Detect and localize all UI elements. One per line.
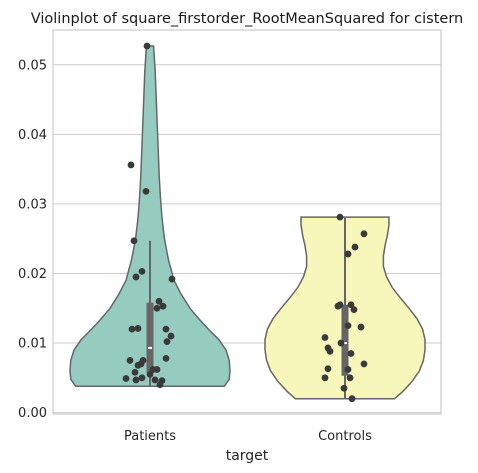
data-point	[345, 251, 352, 258]
y-tick-label: 0.05	[18, 58, 47, 73]
data-point	[139, 268, 146, 275]
data-point	[140, 357, 147, 364]
data-point	[358, 324, 365, 331]
x-tick-labels: Patients Controls	[124, 429, 372, 444]
x-axis-label: target	[226, 448, 269, 464]
data-point	[160, 303, 167, 310]
data-point	[143, 188, 150, 195]
data-point	[169, 276, 176, 283]
data-point	[352, 244, 359, 251]
data-point	[154, 366, 161, 373]
data-point	[128, 162, 135, 169]
data-point	[133, 274, 140, 281]
data-point	[132, 369, 139, 376]
data-point	[133, 377, 140, 384]
y-tick-labels: 0.00 0.01 0.02 0.03 0.04 0.05	[18, 58, 47, 421]
data-point	[163, 326, 170, 333]
data-point	[345, 366, 352, 373]
data-point	[338, 340, 345, 347]
chart-title: Violinplot of square_firstorder_RootMean…	[31, 11, 463, 27]
data-point	[129, 326, 136, 333]
data-point	[351, 306, 358, 313]
data-point	[341, 385, 348, 392]
y-tick-label: 0.04	[18, 128, 47, 143]
y-tick-label: 0.01	[18, 337, 47, 352]
violins	[70, 43, 425, 402]
data-point	[327, 348, 334, 355]
data-point	[348, 350, 355, 357]
data-point	[361, 361, 368, 368]
data-point	[322, 374, 329, 381]
data-point	[361, 230, 368, 237]
iqr-box	[147, 303, 154, 373]
y-tick-label: 0.03	[18, 197, 47, 212]
data-point	[131, 237, 138, 244]
data-point	[139, 374, 146, 381]
y-tick-label: 0.02	[18, 267, 47, 282]
data-point	[325, 365, 332, 372]
data-point	[345, 322, 352, 329]
data-point	[322, 334, 329, 341]
data-point	[168, 333, 175, 340]
median-mark	[148, 347, 152, 349]
data-point	[164, 338, 171, 345]
data-point	[135, 325, 142, 332]
data-point	[337, 214, 344, 221]
data-point	[347, 374, 354, 381]
data-point	[152, 377, 159, 384]
data-point	[349, 395, 356, 402]
y-tick-label: 0.00	[18, 406, 47, 421]
x-tick-label: Controls	[318, 429, 372, 444]
data-point	[163, 355, 170, 362]
data-point	[154, 305, 161, 312]
data-point	[127, 357, 134, 364]
data-point	[335, 303, 342, 310]
data-point	[123, 375, 130, 382]
x-tick-label: Patients	[124, 429, 176, 444]
data-point	[147, 371, 154, 378]
data-point	[144, 43, 151, 50]
data-point	[135, 362, 142, 369]
data-point	[157, 381, 164, 388]
